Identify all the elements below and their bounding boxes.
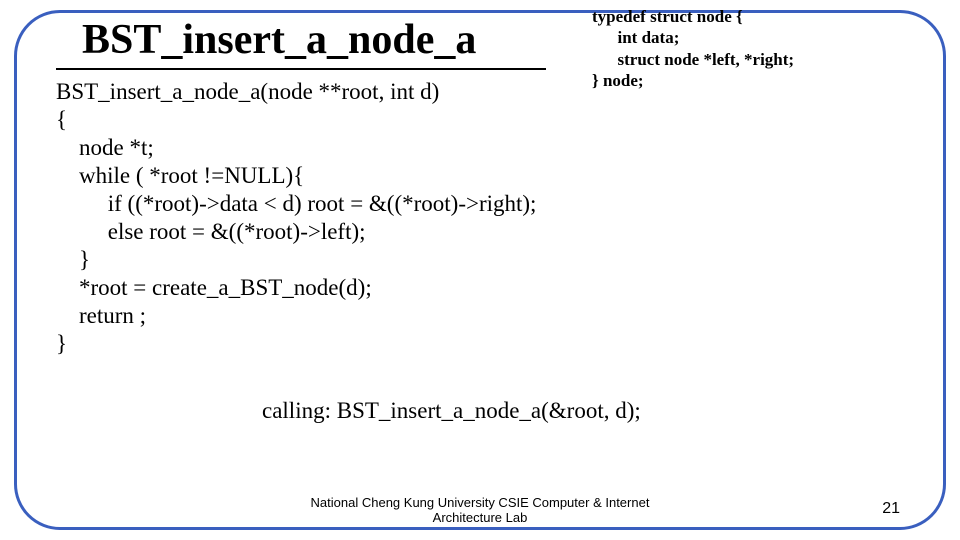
footer-line1: National Cheng Kung University CSIE Comp… [311,495,650,510]
footer: National Cheng Kung University CSIE Comp… [0,495,960,526]
slide-title: BST_insert_a_node_a [82,16,476,64]
title-underline [56,68,546,70]
calling-text: calling: BST_insert_a_node_a(&root, d); [262,398,641,424]
footer-line2: Architecture Lab [433,510,528,525]
code-block: BST_insert_a_node_a(node **root, int d) … [56,78,536,358]
page-number: 21 [882,500,900,518]
typedef-block: typedef struct node { int data; struct n… [592,6,794,91]
